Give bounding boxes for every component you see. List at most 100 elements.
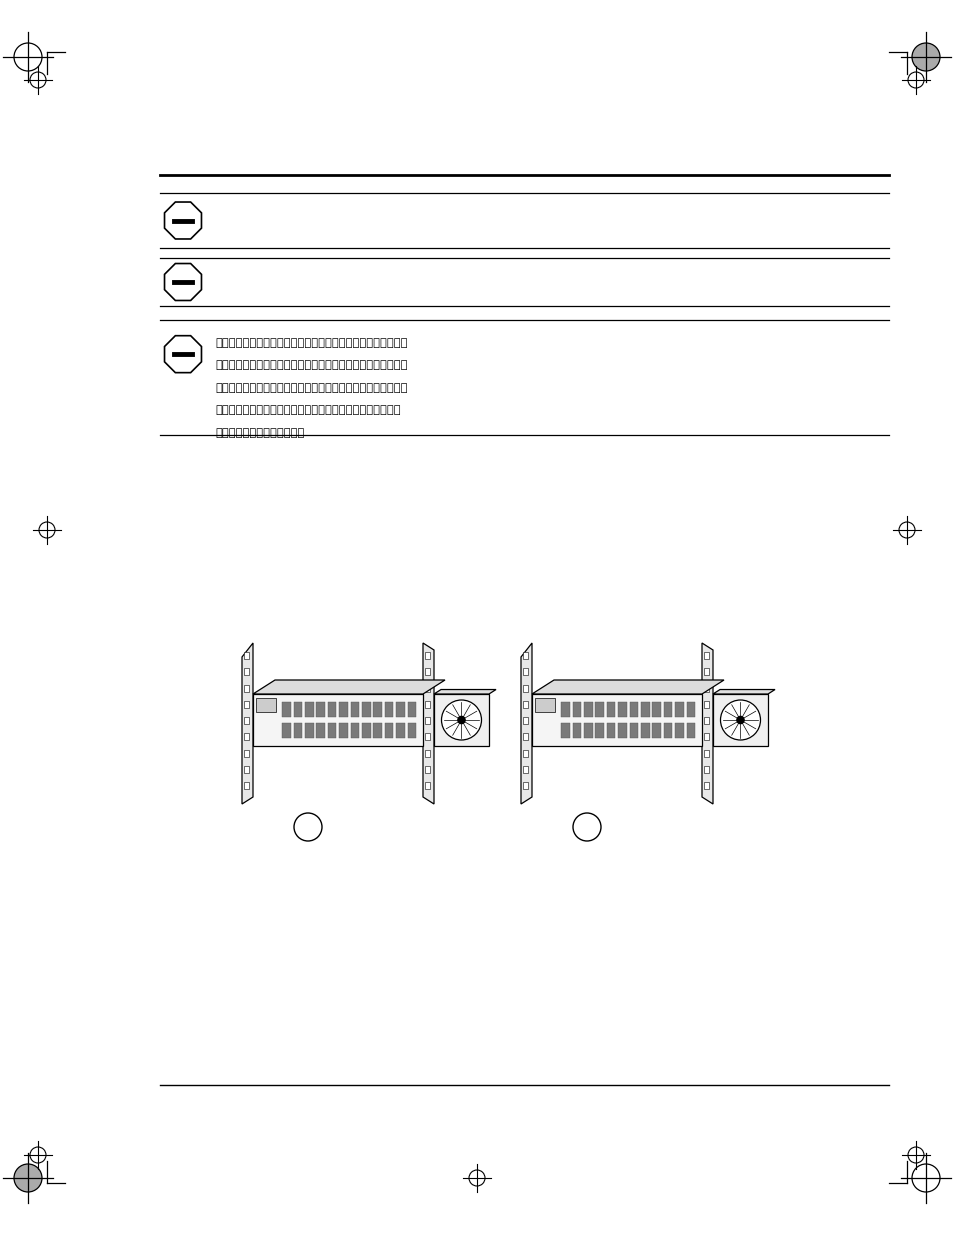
Bar — [606, 701, 615, 718]
Bar — [244, 684, 249, 692]
Bar — [703, 718, 708, 724]
Polygon shape — [520, 643, 532, 804]
Bar — [522, 668, 527, 676]
Bar — [362, 701, 370, 718]
Bar — [560, 722, 569, 739]
Bar — [572, 701, 580, 718]
Text: ように設計されていません。: ように設計されていません。 — [214, 429, 304, 438]
Bar — [572, 722, 580, 739]
Bar — [328, 722, 336, 739]
Bar — [244, 750, 249, 757]
Bar — [244, 668, 249, 676]
Bar — [560, 701, 569, 718]
Bar — [253, 694, 422, 746]
Bar — [675, 701, 683, 718]
Bar — [629, 701, 638, 718]
Bar — [424, 700, 430, 708]
Bar — [395, 701, 404, 718]
Bar — [244, 700, 249, 708]
Circle shape — [441, 700, 481, 740]
Bar — [703, 750, 708, 757]
Bar — [522, 782, 527, 789]
Bar — [407, 701, 416, 718]
Text: ください。据え付けブラケットは、複数のユニットを支える: ください。据え付けブラケットは、複数のユニットを支える — [214, 405, 400, 415]
Bar — [339, 722, 348, 739]
Polygon shape — [253, 680, 444, 694]
Bar — [522, 700, 527, 708]
Bar — [424, 766, 430, 773]
Bar — [316, 701, 325, 718]
Bar — [244, 782, 249, 789]
Bar — [703, 782, 708, 789]
Bar — [407, 722, 416, 739]
Bar — [294, 722, 302, 739]
Bar — [703, 652, 708, 659]
Bar — [522, 734, 527, 740]
Bar — [282, 701, 291, 718]
Circle shape — [720, 700, 760, 740]
Bar — [618, 722, 626, 739]
Bar — [305, 701, 314, 718]
Bar — [294, 701, 302, 718]
Bar — [640, 722, 649, 739]
Bar — [244, 734, 249, 740]
Polygon shape — [164, 203, 201, 240]
Bar — [522, 652, 527, 659]
Circle shape — [736, 716, 743, 724]
Bar — [535, 698, 555, 713]
Polygon shape — [242, 643, 253, 804]
Polygon shape — [164, 263, 201, 300]
Bar — [328, 701, 336, 718]
Bar — [305, 722, 314, 739]
Bar — [244, 766, 249, 773]
Bar — [522, 718, 527, 724]
Bar — [595, 722, 603, 739]
Bar — [663, 722, 672, 739]
Polygon shape — [434, 689, 496, 694]
Bar — [652, 722, 660, 739]
Bar — [244, 718, 249, 724]
Polygon shape — [701, 643, 712, 804]
Bar — [629, 722, 638, 739]
Bar — [424, 668, 430, 676]
Bar — [339, 701, 348, 718]
Bar — [522, 766, 527, 773]
Bar — [652, 701, 660, 718]
Circle shape — [14, 1165, 42, 1192]
Polygon shape — [164, 336, 201, 373]
Bar — [316, 722, 325, 739]
Bar — [424, 684, 430, 692]
Bar — [424, 652, 430, 659]
Bar — [583, 722, 592, 739]
Bar — [640, 701, 649, 718]
Bar — [395, 722, 404, 739]
Bar — [675, 722, 683, 739]
Bar — [373, 701, 381, 718]
Bar — [703, 668, 708, 676]
Polygon shape — [532, 680, 723, 694]
Bar — [351, 701, 359, 718]
Polygon shape — [712, 689, 774, 694]
Bar — [686, 722, 695, 739]
Circle shape — [14, 43, 42, 70]
Bar — [532, 694, 701, 746]
Circle shape — [911, 1165, 939, 1192]
Bar — [282, 722, 291, 739]
Bar — [373, 722, 381, 739]
Bar — [362, 722, 370, 739]
Bar — [255, 698, 275, 713]
Bar — [703, 684, 708, 692]
Bar — [424, 734, 430, 740]
Bar — [522, 684, 527, 692]
Bar — [686, 701, 695, 718]
Bar — [663, 701, 672, 718]
Bar — [703, 734, 708, 740]
Bar — [244, 652, 249, 659]
Bar — [606, 722, 615, 739]
Bar — [522, 750, 527, 757]
Text: ユニットを別のユニットの上に直接穏み重ねないでください。: ユニットを別のユニットの上に直接穏み重ねないでください。 — [214, 361, 407, 370]
Polygon shape — [422, 643, 434, 804]
Bar — [712, 694, 767, 746]
Bar — [618, 701, 626, 718]
Bar — [351, 722, 359, 739]
